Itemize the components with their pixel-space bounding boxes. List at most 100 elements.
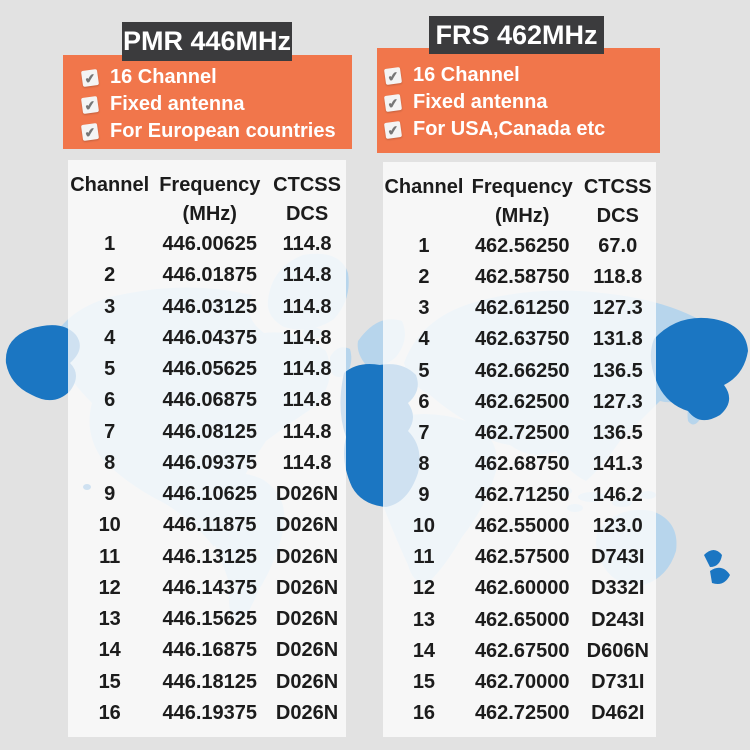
table-header-row: (MHz) DCS [68, 200, 346, 229]
code-cell: 114.8 [282, 326, 332, 349]
pmr-channel-table: Channel Frequency CTCSS (MHz) DCS 1 446.00625… [68, 160, 346, 737]
channel-cell: 3 [418, 297, 430, 320]
table-row: 3 446.03125 114.8 [68, 292, 346, 323]
frequency-cell: 462.56250 [474, 235, 570, 258]
pmr-title-badge: PMR 446MHz [122, 22, 292, 61]
dcs-header: DCS [596, 205, 639, 227]
table-row: 9 462.71250 146.2 [383, 480, 656, 511]
table-row: 11 462.57500 D743I [383, 542, 656, 573]
channel-cell: 7 [418, 421, 430, 444]
channel-cell: 11 [413, 546, 435, 569]
channel-cell: 9 [104, 483, 116, 506]
frequency-header: Frequency [471, 176, 573, 198]
channel-cell: 5 [418, 359, 430, 382]
table-row: 6 446.06875 114.8 [68, 385, 346, 416]
code-cell: 114.8 [282, 420, 332, 443]
frequency-cell: 446.19375 [162, 701, 258, 724]
channel-cell: 7 [104, 420, 116, 443]
feature-item: ✔ 16 Channel [383, 62, 654, 89]
channel-cell: 3 [104, 295, 116, 318]
frequency-cell: 462.66250 [474, 359, 570, 382]
frequency-cell: 462.62500 [474, 390, 570, 413]
channel-cell: 11 [99, 545, 121, 568]
code-cell: D743I [591, 546, 645, 569]
channel-cell: 15 [412, 670, 436, 693]
frequency-cell: 446.13125 [162, 545, 258, 568]
ctcss-header: CTCSS [583, 176, 652, 198]
code-cell: 127.3 [592, 390, 643, 413]
table-row: 5 446.05625 114.8 [68, 354, 346, 385]
code-cell: 141.3 [592, 452, 643, 475]
feature-item: ✔ Fixed antenna [383, 89, 654, 116]
frequency-unit-header: (MHz) [182, 203, 237, 225]
channel-cell: 8 [104, 451, 116, 474]
feature-item: ✔ Fixed antenna [80, 91, 346, 118]
code-cell: 67.0 [598, 235, 638, 258]
code-cell: D462I [591, 701, 645, 724]
frequency-cell: 462.55000 [474, 515, 570, 538]
feature-label: For USA,Canada etc [413, 118, 606, 140]
check-icon: ✔ [80, 68, 100, 87]
code-cell: D026N [275, 670, 339, 693]
feature-item: ✔ 16 Channel [80, 64, 346, 91]
code-cell: D731I [591, 670, 645, 693]
code-cell: D606N [586, 639, 649, 662]
check-icon: ✔ [80, 95, 100, 114]
code-cell: 114.8 [282, 264, 332, 287]
frequency-cell: 462.63750 [474, 328, 570, 351]
feature-item: ✔ For European countries [80, 118, 346, 145]
feature-label: For European countries [110, 120, 336, 142]
code-cell: 118.8 [593, 266, 643, 289]
frequency-cell: 446.05625 [162, 358, 258, 381]
channel-header: Channel [384, 176, 464, 198]
channel-cell: 4 [104, 326, 116, 349]
code-cell: D026N [275, 514, 339, 537]
table-row: 1 446.00625 114.8 [68, 229, 346, 260]
channel-cell: 2 [104, 264, 116, 287]
frequency-cell: 446.04375 [162, 326, 258, 349]
channel-cell: 15 [98, 670, 121, 693]
frequency-cell: 462.72500 [474, 421, 570, 444]
frs-title-text: FRS 462MHz [435, 19, 598, 50]
code-cell: 114.8 [282, 451, 332, 474]
table-row: 1 462.56250 67.0 [383, 231, 656, 262]
feature-label: 16 Channel [110, 66, 217, 88]
channel-cell: 6 [418, 390, 430, 413]
table-row: 8 462.68750 141.3 [383, 449, 656, 480]
table-row: 9 446.10625 D026N [68, 479, 346, 510]
table-row: 15 462.70000 D731I [383, 667, 656, 698]
channel-cell: 14 [98, 639, 121, 662]
channel-cell: 10 [412, 515, 436, 538]
frequency-cell: 446.09375 [162, 451, 258, 474]
code-cell: D332I [591, 577, 645, 600]
frequency-cell: 462.57500 [474, 546, 570, 569]
channel-cell: 13 [98, 608, 121, 631]
frequency-cell: 446.15625 [162, 608, 258, 631]
table-row: 13 462.65000 D243I [383, 605, 656, 636]
frs-title-badge: FRS 462MHz [429, 16, 604, 54]
frequency-cell: 462.65000 [474, 608, 570, 631]
frs-table-header: Channel Frequency CTCSS (MHz) DCS [383, 173, 656, 231]
channel-cell: 12 [412, 577, 436, 600]
code-cell: D026N [275, 701, 339, 724]
table-row: 13 446.15625 D026N [68, 604, 346, 635]
code-cell: D026N [275, 639, 339, 662]
frequency-cell: 446.10625 [162, 483, 258, 506]
code-cell: 114.8 [282, 389, 332, 412]
table-row: 12 462.60000 D332I [383, 573, 656, 604]
frequency-cell: 462.68750 [474, 452, 570, 475]
frequency-cell: 446.16875 [162, 639, 258, 662]
table-row: 2 446.01875 114.8 [68, 260, 346, 291]
frequency-cell: 462.67500 [474, 639, 570, 662]
channel-cell: 8 [418, 452, 430, 475]
channel-cell: 16 [412, 701, 436, 724]
table-row: 11 446.13125 D026N [68, 542, 346, 573]
map-fareast-highlight [650, 317, 748, 421]
code-cell: 114.8 [282, 295, 332, 318]
frequency-cell: 446.11875 [163, 514, 257, 537]
channel-cell: 12 [98, 576, 121, 599]
frequency-cell: 446.00625 [162, 233, 258, 256]
table-row: 3 462.61250 127.3 [383, 293, 656, 324]
frequency-cell: 446.08125 [162, 420, 258, 443]
channel-cell: 13 [412, 608, 436, 631]
